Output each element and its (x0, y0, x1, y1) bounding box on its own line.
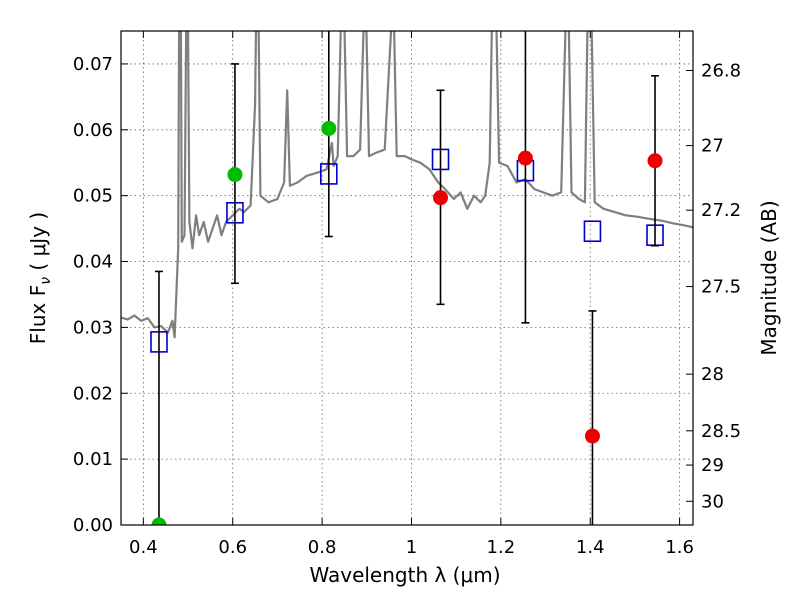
labels-layer: Wavelength λ (μm) Flux Fν ( μJy ) Magnit… (26, 200, 781, 587)
right-tick-label: 27.5 (701, 277, 741, 298)
right-tick-label: 29 (701, 455, 724, 476)
y-tick-label: 0.00 (73, 515, 113, 536)
right-tick-label: 27 (701, 136, 724, 157)
y-tick-label: 0.02 (73, 383, 113, 404)
data-layer (121, 31, 693, 525)
plot-frame (120, 30, 694, 526)
x-tick-label: 0.4 (129, 537, 158, 558)
x-axis-label: Wavelength λ (μm) (309, 563, 500, 587)
y-tick-label: 0.05 (73, 186, 113, 207)
y-tick-label: 0.01 (73, 449, 113, 470)
green-data-point (151, 517, 167, 525)
x-tick-label: 1.2 (487, 537, 516, 558)
right-tick-label: 30 (701, 491, 724, 512)
x-tick-label: 1.6 (665, 537, 694, 558)
x-tick-label: 1.4 (576, 537, 605, 558)
red-data-point (584, 428, 600, 444)
plot-area-background (121, 31, 693, 525)
y-tick-label: 0.03 (73, 317, 113, 338)
model-flux-box (583, 220, 602, 243)
y-tick-label: 0.04 (73, 252, 113, 273)
x-tick-label: 1 (406, 537, 417, 558)
right-tick-label: 28.5 (701, 421, 741, 442)
red-data-point (647, 153, 663, 169)
right-axis-label: Magnitude (AB) (757, 200, 781, 355)
red-data-point (433, 190, 449, 206)
y-axis-label-subscript: ν (38, 277, 54, 285)
spectrum-line (121, 31, 693, 339)
ticks-layer: 0.4 0.6 0.8 1 1.2 1.4 1.6 0.00 0.01 0.02 0.03 0.04 0… (73, 31, 741, 558)
green-data-point (227, 167, 243, 183)
y-axis-label: Flux Fν ( μJy ) (26, 212, 54, 344)
right-tick-label: 26.8 (701, 61, 741, 82)
right-tick-label: 27.2 (701, 200, 741, 221)
y-axis-label-main: Flux F (26, 285, 50, 344)
x-tick-label: 0.8 (308, 537, 337, 558)
right-tick-label: 28 (701, 364, 724, 385)
y-tick-label: 0.07 (73, 54, 113, 75)
green-data-point (321, 120, 337, 136)
y-tick-label: 0.06 (73, 120, 113, 141)
x-tick-label: 0.6 (218, 537, 247, 558)
y-axis-label-unit: ( μJy ) (26, 212, 50, 277)
red-data-point (517, 150, 533, 166)
